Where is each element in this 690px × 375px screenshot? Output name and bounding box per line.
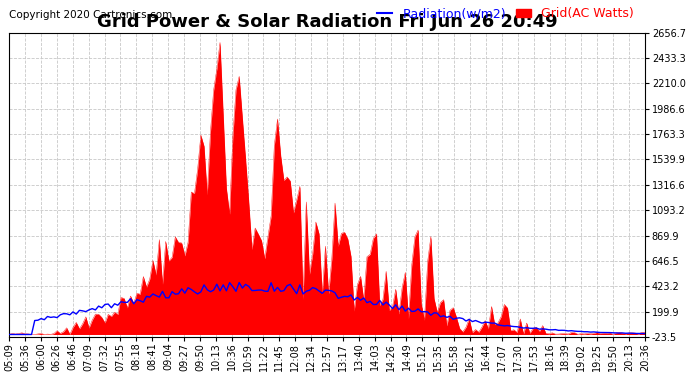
Legend: Radiation(w/m2), Grid(AC Watts): Radiation(w/m2), Grid(AC Watts) [373,2,639,25]
Title: Grid Power & Solar Radiation Fri Jun 26 20:49: Grid Power & Solar Radiation Fri Jun 26 … [97,13,558,31]
Text: Copyright 2020 Cartronics.com: Copyright 2020 Cartronics.com [9,10,172,20]
